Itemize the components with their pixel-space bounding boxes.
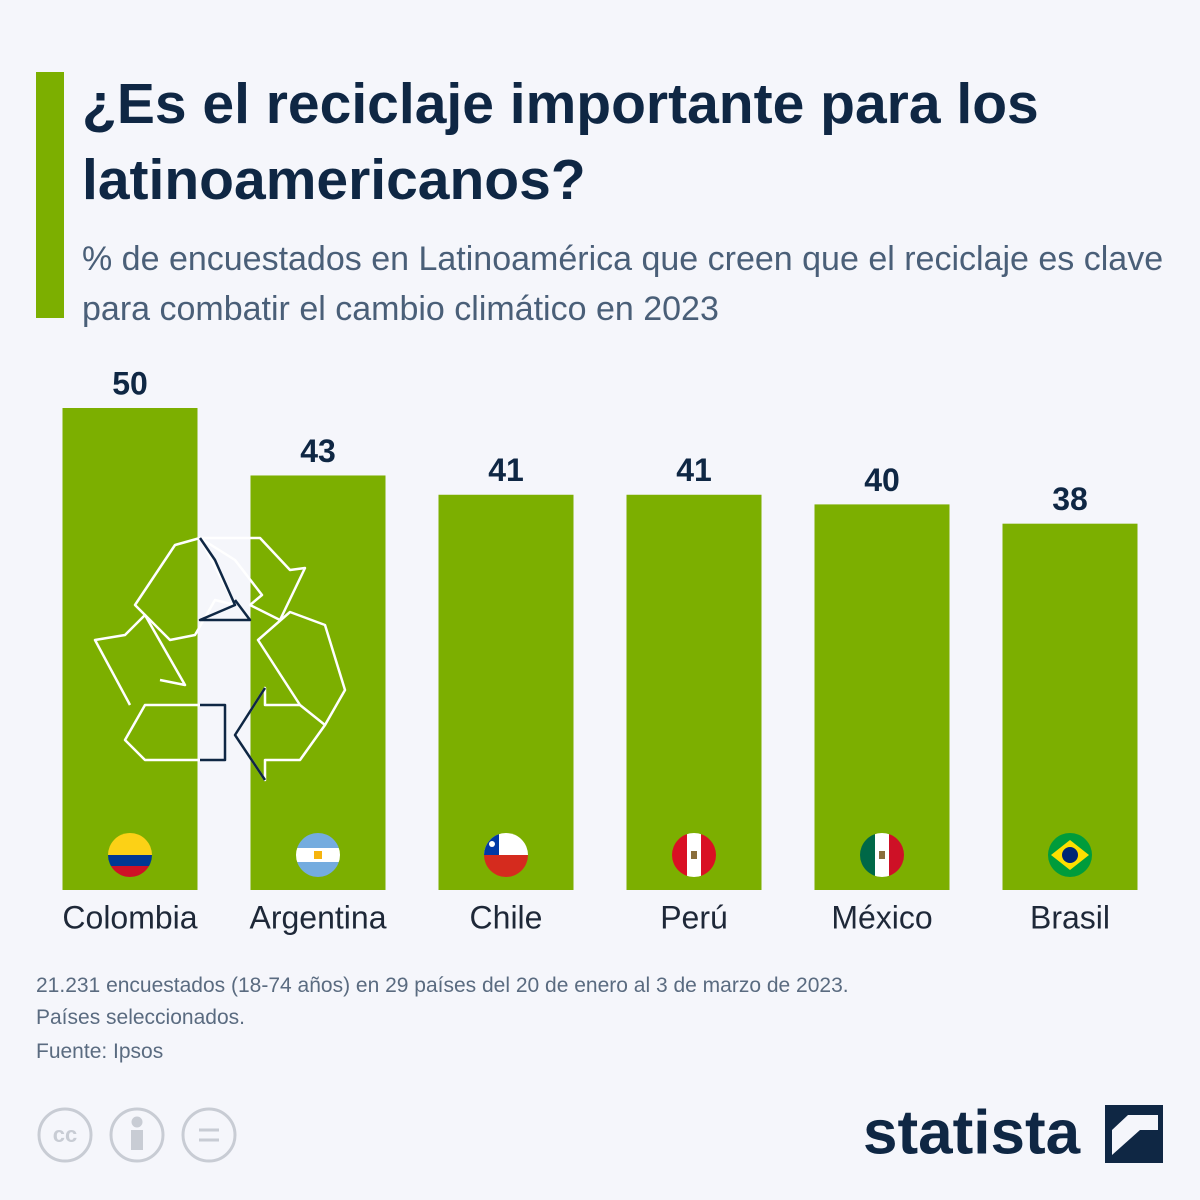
flag-globe xyxy=(1062,847,1078,863)
flag xyxy=(672,833,716,877)
bar xyxy=(626,494,762,890)
bar xyxy=(250,475,386,890)
x-tick-label: Chile xyxy=(470,899,543,935)
flag-part xyxy=(108,855,152,866)
value-label: 50 xyxy=(112,365,148,401)
flag-part xyxy=(860,833,875,877)
value-label: 38 xyxy=(1052,481,1088,517)
flag xyxy=(1048,833,1092,877)
note: 21.231 encuestados (18-74 años) en 29 pa… xyxy=(36,974,849,997)
x-tick-label: Brasil xyxy=(1030,899,1110,935)
flag-part xyxy=(672,833,687,877)
chart-subtitle: % de encuestados en Latinoamérica que cr… xyxy=(82,240,1164,328)
flag-star xyxy=(489,841,495,847)
flag-part xyxy=(701,833,716,877)
value-label: 40 xyxy=(864,462,900,498)
brand: statista xyxy=(863,1098,1081,1167)
brand-logo xyxy=(1105,1105,1163,1163)
bar xyxy=(62,408,198,890)
flag xyxy=(108,833,152,877)
x-tick-label: Perú xyxy=(660,899,728,935)
source: Fuente: Ipsos xyxy=(36,1040,164,1063)
x-tick-label: Colombia xyxy=(62,899,197,935)
plot: 50 Colombia 43 Argentina 41 Chile 41 Perú 40 Méxi… xyxy=(62,365,1138,935)
flag-part xyxy=(296,862,340,877)
flag-part xyxy=(296,833,340,848)
flag-part xyxy=(879,851,885,859)
license-icons: cc xyxy=(37,1107,237,1163)
flag-part xyxy=(108,833,152,855)
bar xyxy=(438,494,574,890)
value-label: 41 xyxy=(488,452,524,488)
chart-title: ¿Es el reciclaje importante para los lat… xyxy=(82,72,1039,212)
flag-part xyxy=(889,833,904,877)
flag xyxy=(860,833,904,877)
bar xyxy=(814,504,950,890)
flag xyxy=(296,833,340,877)
notes: 21.231 encuestados (18-74 años) en 29 pa… xyxy=(36,970,849,1034)
flag xyxy=(484,833,528,877)
license-label: cc xyxy=(53,1122,77,1147)
note: Países seleccionados. xyxy=(36,1006,245,1029)
flag-part xyxy=(108,866,152,877)
x-tick-label: Argentina xyxy=(250,899,387,935)
flag-part xyxy=(484,855,528,877)
flag-part xyxy=(691,851,697,859)
flag-part xyxy=(314,851,322,859)
value-label: 43 xyxy=(300,433,336,469)
x-tick-label: México xyxy=(831,899,932,935)
recycle-icon xyxy=(93,536,347,782)
bar xyxy=(1002,523,1138,890)
value-label: 41 xyxy=(676,452,712,488)
accent-bar xyxy=(36,72,64,318)
